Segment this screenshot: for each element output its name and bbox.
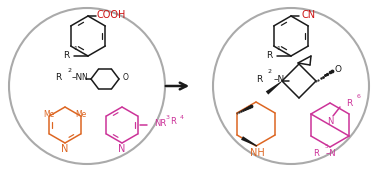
Text: 1: 1: [73, 46, 77, 51]
Text: R: R: [63, 50, 69, 60]
Text: 1: 1: [276, 46, 280, 51]
Text: 6: 6: [357, 94, 361, 99]
Text: Me: Me: [76, 110, 87, 119]
Text: N: N: [118, 144, 126, 154]
Polygon shape: [266, 82, 281, 95]
Text: R: R: [55, 74, 61, 82]
Text: 2: 2: [67, 68, 71, 73]
Polygon shape: [241, 136, 257, 146]
Text: –N: –N: [71, 74, 83, 82]
Text: COOH: COOH: [96, 10, 126, 20]
Text: NH: NH: [249, 148, 264, 158]
Text: 3: 3: [166, 115, 170, 120]
Text: 4: 4: [180, 115, 184, 120]
Text: –N: –N: [326, 149, 336, 159]
Text: 5: 5: [325, 144, 329, 149]
Text: –N: –N: [273, 76, 285, 84]
Text: R: R: [256, 76, 262, 84]
Text: N: N: [61, 144, 69, 154]
Text: 2: 2: [268, 69, 272, 74]
Text: O: O: [123, 74, 129, 82]
Text: R: R: [313, 149, 319, 159]
Text: R: R: [266, 50, 272, 60]
Text: CN: CN: [302, 10, 316, 20]
Text: R: R: [346, 98, 352, 108]
Text: O: O: [335, 64, 341, 74]
Text: NR: NR: [154, 120, 166, 128]
Text: R: R: [170, 117, 176, 126]
Text: N: N: [81, 74, 87, 82]
Text: Me: Me: [43, 110, 54, 119]
Text: N: N: [327, 116, 333, 126]
